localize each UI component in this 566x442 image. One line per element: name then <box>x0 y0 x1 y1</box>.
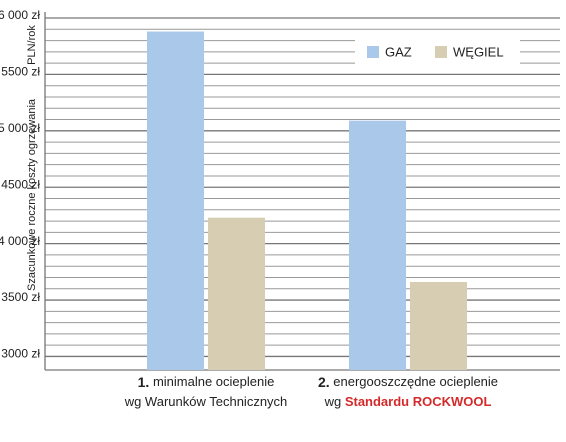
legend-label: GAZ <box>385 44 412 59</box>
y-tick-label: 3000 zł <box>1 347 40 361</box>
category-number: 2. <box>318 374 330 390</box>
y-axis-title: Szacunkowe roczne koszty ogrzewania <box>26 98 38 291</box>
category-line: energooszczędne ocieplenie <box>333 374 498 389</box>
x-tick-label: 1. minimalne ocieplenie <box>138 374 275 390</box>
legend-swatch <box>435 46 447 58</box>
legend-label: WĘGIEL <box>453 44 504 59</box>
y-tick-label: 6 000 zł <box>0 8 40 22</box>
y-tick-label: 3500 zł <box>1 290 40 304</box>
y-tick-label: 4500 zł <box>1 177 40 191</box>
y-tick-label: 5 000 zł <box>0 121 40 135</box>
x-tick-label: wg Warunków Technicznych <box>124 394 288 409</box>
bar <box>349 120 406 371</box>
category-line: minimalne ocieplenie <box>153 374 274 389</box>
bar <box>147 31 204 371</box>
category-line: wg <box>324 394 342 409</box>
x-tick-label: 2. energooszczędne ocieplenie <box>318 374 498 390</box>
x-tick-label: wg Standardu ROCKWOOL <box>324 394 492 409</box>
category-number: 1. <box>138 374 150 390</box>
bar <box>208 217 265 370</box>
y-tick-label: 5500 zł <box>1 65 40 79</box>
y-tick-label: 4 000 zł <box>0 234 40 248</box>
category-line: wg Warunków Technicznych <box>124 394 288 409</box>
legend-swatch <box>367 46 379 58</box>
y-axis-unit: PLN/rok <box>26 25 38 65</box>
bar <box>410 282 467 370</box>
category-highlight: Standardu ROCKWOOL <box>345 394 492 409</box>
